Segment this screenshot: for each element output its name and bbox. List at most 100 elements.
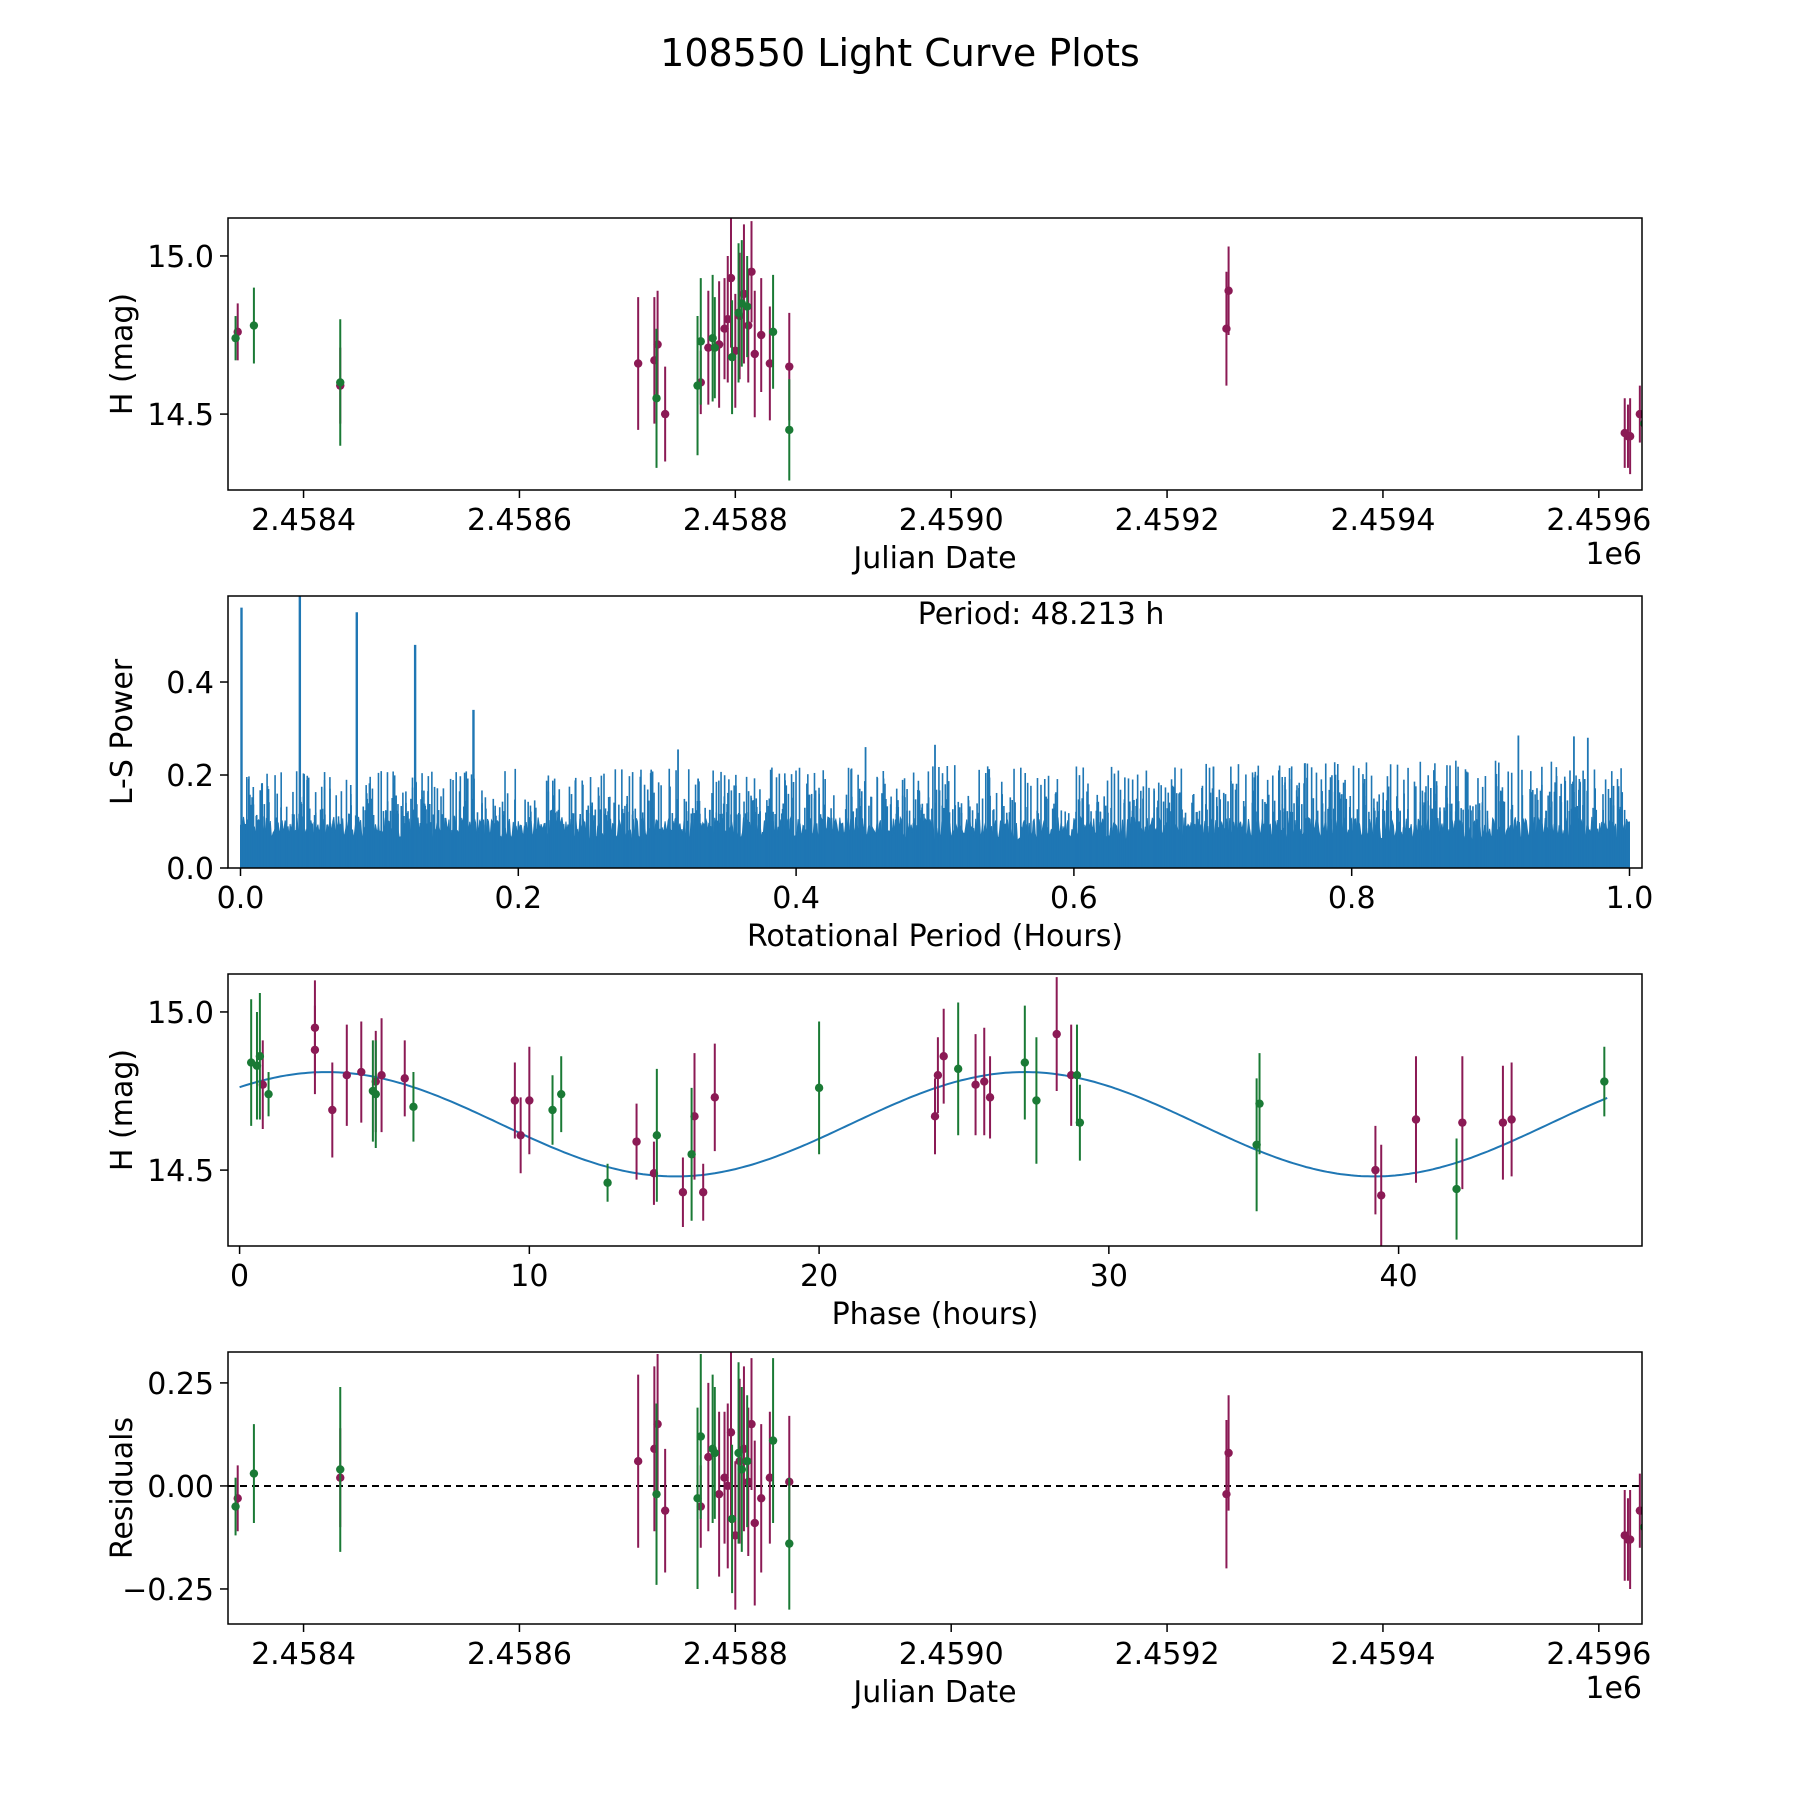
residuals-xtick-label: 2.4594 xyxy=(1330,1637,1435,1672)
phased-curve-point xyxy=(1411,1115,1421,1124)
phased-curve-point xyxy=(1052,1029,1061,1039)
light-curve-point xyxy=(734,308,743,318)
light-curve-xtick-label: 2.4592 xyxy=(1115,503,1220,538)
light-curve-point xyxy=(249,321,259,330)
phased-curve-point xyxy=(1075,1118,1085,1127)
light-curve-point xyxy=(750,349,759,359)
light-curve-xtick-label: 2.4590 xyxy=(899,503,1004,538)
phased-curve-point xyxy=(939,1052,948,1061)
phased-curve-point xyxy=(357,1067,366,1077)
residuals-point xyxy=(652,1489,661,1499)
light-curve-xtick-label: 2.4594 xyxy=(1330,503,1435,538)
residuals-panel: 2.4584 2.4586 2.4588 2.4590 2.4592 2.4594 2.45… xyxy=(105,1351,1651,1710)
residuals-point xyxy=(714,1489,724,1499)
phased-curve-point xyxy=(678,1188,688,1197)
light-curve-point xyxy=(757,330,766,340)
phased-curve-point xyxy=(557,1089,566,1099)
residuals-point xyxy=(710,1448,720,1458)
phased-curve-point xyxy=(1377,1191,1386,1200)
light-curve-point xyxy=(1635,409,1642,419)
phased-curve-panel: 0 10 20 30 40 14.5 15.0 Phase (hours) H (mag) xyxy=(105,973,1643,1332)
phased-curve-point xyxy=(603,1178,612,1187)
phased-curve-point xyxy=(1020,1058,1030,1067)
residuals-point xyxy=(633,1457,643,1466)
periodogram-xtick-label: 0.4 xyxy=(772,881,820,916)
residuals-point xyxy=(726,1428,736,1437)
phased-curve-ytick-label: 15.0 xyxy=(147,996,214,1031)
phased-curve-point xyxy=(698,1188,708,1197)
periodogram-frame xyxy=(227,595,1643,869)
residuals-point xyxy=(693,1494,702,1503)
light-curve-point xyxy=(727,352,737,362)
light-curve-point xyxy=(696,337,705,346)
light-curve-offset-label: 1e6 xyxy=(1585,537,1642,572)
phased-curve-ylabel: H (mag) xyxy=(105,1049,140,1171)
residuals-point xyxy=(747,1419,756,1429)
phased-curve-point xyxy=(930,1112,940,1121)
phased-curve-point xyxy=(1066,1071,1076,1080)
residuals-xtick-label: 2.4596 xyxy=(1546,1637,1651,1672)
phased-curve-point xyxy=(687,1150,696,1159)
period-annotation: Period: 48.213 h xyxy=(918,597,1165,632)
light-curve-ytick-label: 15.0 xyxy=(147,240,214,275)
residuals-point xyxy=(744,1477,753,1487)
residuals-point xyxy=(336,1465,345,1474)
phased-model-curve xyxy=(239,1070,1608,1178)
residuals-point xyxy=(737,1465,746,1474)
residuals-xtick-label: 2.4588 xyxy=(683,1637,788,1672)
residuals-xtick-label: 2.4584 xyxy=(251,1637,356,1672)
phased-curve-xtick-label: 30 xyxy=(1090,1259,1128,1294)
residuals-point xyxy=(768,1436,778,1445)
light-curve-frame xyxy=(227,217,1643,491)
light-curve-panel: 2.4584 2.4586 2.4588 2.4590 2.4592 2.4594 2.45… xyxy=(105,217,1651,576)
light-curve-point xyxy=(704,343,713,352)
periodogram-ylabel: L-S Power xyxy=(105,658,140,805)
light-curve-point xyxy=(231,333,240,343)
residuals-point xyxy=(731,1531,740,1540)
residuals-point xyxy=(249,1469,259,1478)
light-curve-ytick-label: 14.5 xyxy=(147,398,214,433)
light-curve-point xyxy=(720,324,729,333)
phased-curve-point xyxy=(371,1089,380,1099)
residuals-point xyxy=(1635,1506,1642,1515)
phased-curve-point xyxy=(377,1071,386,1080)
residuals-ytick-label: −0.25 xyxy=(122,1573,214,1608)
light-curve-point xyxy=(710,343,720,352)
residuals-ytick-label: 0.25 xyxy=(147,1367,214,1402)
phased-curve-point xyxy=(652,1131,662,1140)
phased-curve-xtick-label: 0 xyxy=(230,1259,249,1294)
periodogram-xtick-label: 0.8 xyxy=(1328,881,1376,916)
residuals-point xyxy=(785,1539,794,1548)
light-curve-plot-area xyxy=(231,218,1642,481)
periodogram-xtick-label: 1.0 xyxy=(1606,881,1654,916)
phased-curve-frame xyxy=(227,973,1643,1247)
residuals-point xyxy=(1625,1535,1635,1544)
light-curve-point xyxy=(652,394,661,403)
light-curve-point xyxy=(747,267,756,276)
phased-curve-plot-area xyxy=(239,977,1609,1246)
residuals-plot-area xyxy=(228,1352,1642,1610)
light-curve-xtick-label: 2.4586 xyxy=(467,503,572,538)
phased-curve-point xyxy=(310,1045,320,1055)
phased-curve-point xyxy=(814,1083,824,1093)
residuals-point xyxy=(742,1457,752,1466)
phased-curve-point xyxy=(510,1096,520,1105)
residuals-xtick-label: 2.4592 xyxy=(1115,1637,1220,1672)
light-curve-point xyxy=(1224,286,1233,295)
phased-curve-ytick-label: 14.5 xyxy=(147,1154,214,1189)
phased-curve-xtick-label: 40 xyxy=(1380,1259,1418,1294)
residuals-point xyxy=(723,1481,732,1491)
periodogram-spikes xyxy=(240,596,1626,868)
residuals-point xyxy=(750,1518,759,1528)
figure-title: 108550 Light Curve Plots xyxy=(660,31,1140,75)
periodogram-ytick-label: 0.4 xyxy=(166,666,214,701)
phased-curve-point xyxy=(548,1105,557,1115)
phased-curve-point xyxy=(953,1064,963,1074)
residuals-point xyxy=(231,1502,240,1511)
phased-curve-point xyxy=(1507,1115,1516,1124)
light-curve-ylabel: H (mag) xyxy=(105,293,140,415)
light-curve-point xyxy=(731,346,740,356)
phased-curve-xtick-label: 20 xyxy=(800,1259,838,1294)
light-curve-point xyxy=(723,315,732,324)
